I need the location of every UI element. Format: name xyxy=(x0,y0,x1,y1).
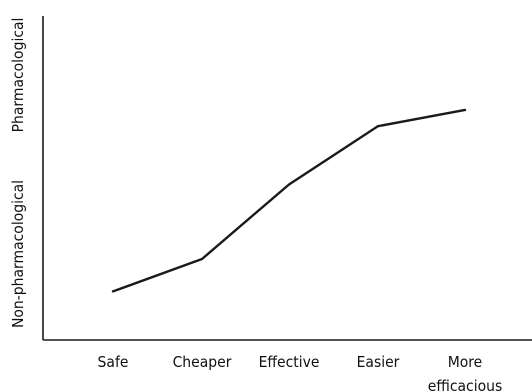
x-tick-label-3: Effective xyxy=(259,353,320,371)
y-axis-label-pharmacological: Pharmacological xyxy=(9,18,27,133)
y-axis-label-non-pharmacological: Non-pharmacological xyxy=(9,180,27,328)
series-line-1 xyxy=(111,108,467,293)
x-tick-label-4: Easier xyxy=(357,353,400,371)
x-tick-label-2: Cheaper xyxy=(173,353,232,371)
x-tick-label-1: Safe xyxy=(98,353,129,371)
series-layer xyxy=(111,108,467,293)
x-tick-labels: Safe Cheaper Effective Easier More efficaciou… xyxy=(98,353,503,392)
x-tick-label-5: More efficacious xyxy=(428,353,502,392)
